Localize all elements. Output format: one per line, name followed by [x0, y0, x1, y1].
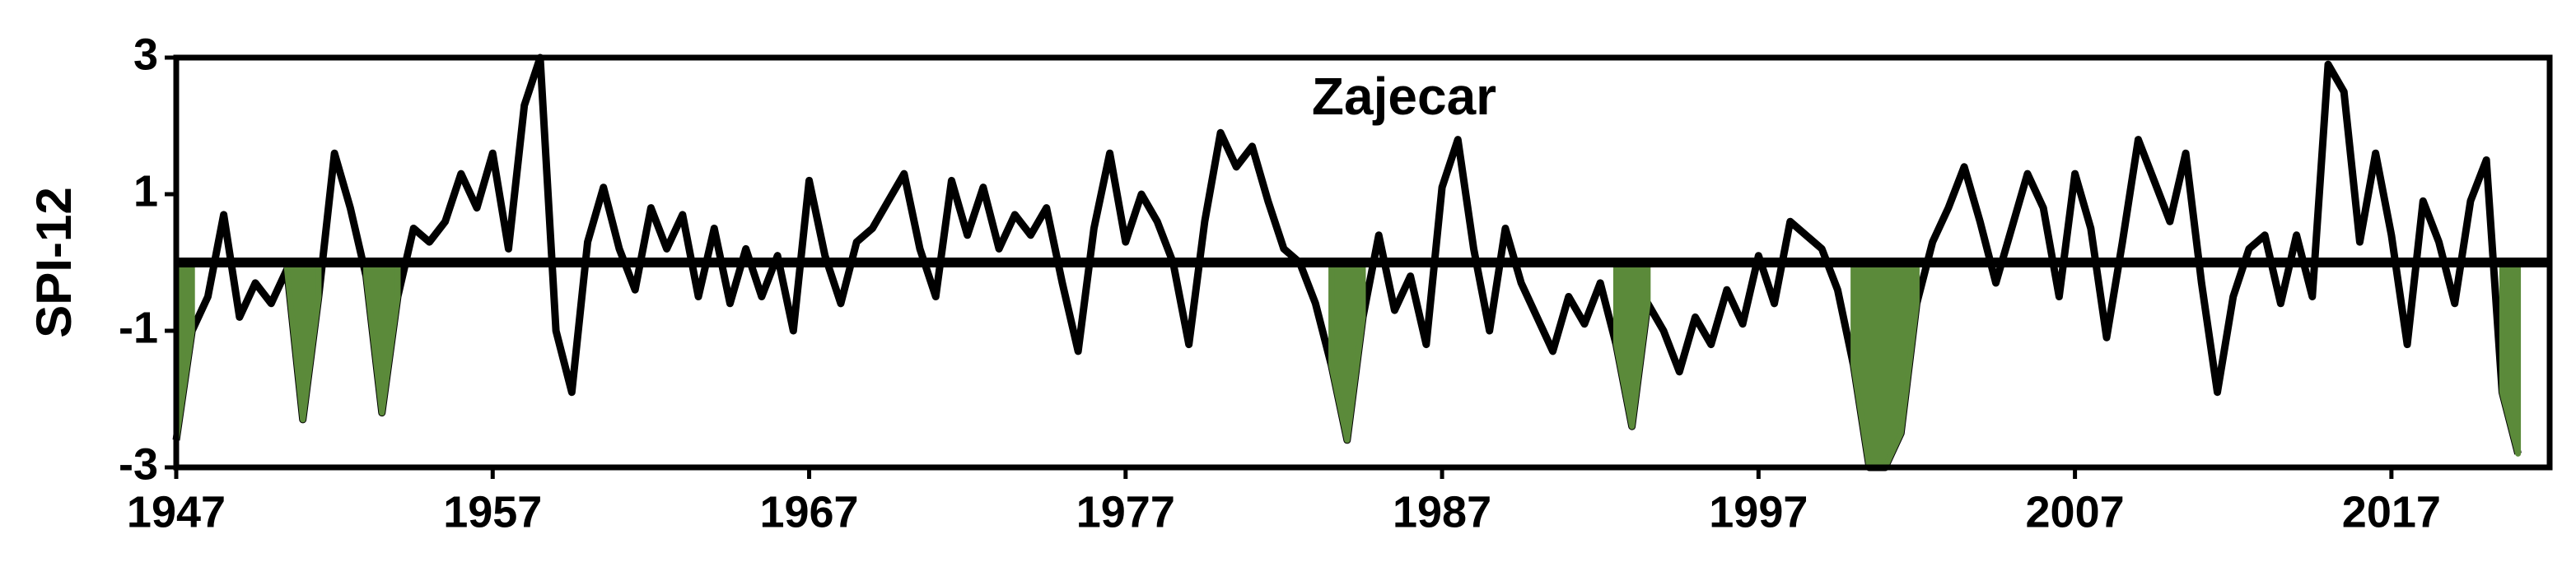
plot-frame	[173, 54, 2553, 471]
y-axis-label: SPI-12	[26, 187, 82, 337]
drought-area	[283, 259, 322, 423]
chart-title: Zajecar	[1312, 67, 1496, 126]
y-tick-label: -3	[119, 439, 158, 489]
drought-area	[1850, 259, 1920, 471]
x-tick-label: 2017	[2342, 487, 2441, 537]
y-tick-label: -1	[119, 303, 158, 352]
x-tick-label: 1977	[1076, 487, 1175, 537]
x-tick-label: 1997	[1709, 487, 1808, 537]
x-tick-label: 1987	[1393, 487, 1491, 537]
drought-area	[363, 259, 401, 416]
y-tick-label: 3	[133, 30, 158, 79]
drought-area	[2499, 259, 2522, 457]
x-tick-label: 2007	[2026, 487, 2125, 537]
drought-area	[1612, 259, 1651, 430]
drought-area	[1328, 259, 1366, 444]
x-tick-label: 1967	[759, 487, 858, 537]
y-tick-label: 1	[133, 166, 158, 216]
x-tick-label: 1957	[443, 487, 542, 537]
x-tick-label: 1947	[127, 487, 226, 537]
